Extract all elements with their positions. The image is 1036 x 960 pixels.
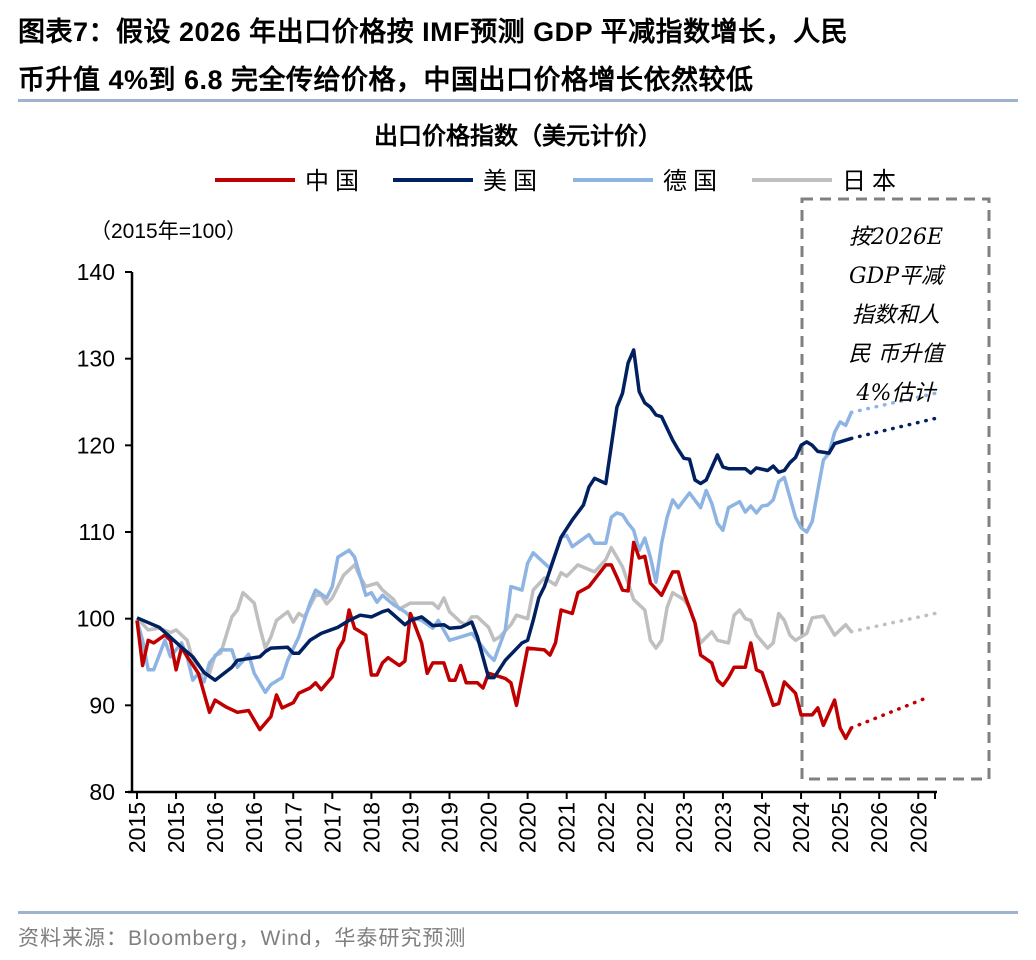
figure-title-line1: 图表7：假设 2026 年出口价格按 IMF预测 GDP 平减指数增长，人民 bbox=[18, 17, 849, 47]
y-tick-label: 140 bbox=[77, 259, 115, 285]
legend-label: 日本 bbox=[842, 167, 902, 195]
y-tick-label: 130 bbox=[77, 346, 115, 372]
x-tick-label: 2023 bbox=[710, 802, 736, 853]
series-lines bbox=[135, 348, 937, 741]
series-line-3 bbox=[135, 411, 853, 695]
x-tick-label: 2016 bbox=[241, 802, 267, 853]
y-tick-label: 100 bbox=[77, 606, 115, 632]
legend-item: 美国 bbox=[393, 167, 543, 195]
x-tick-label: 2023 bbox=[671, 802, 697, 853]
series-projection-2 bbox=[849, 416, 937, 441]
y-tick-label: 80 bbox=[89, 779, 115, 805]
x-tick-label: 2018 bbox=[358, 802, 384, 853]
x-tick-label: 2019 bbox=[397, 802, 423, 853]
annotation-line: 4%估计 bbox=[856, 381, 936, 406]
series-projection-1 bbox=[849, 694, 932, 730]
legend-label: 德国 bbox=[663, 167, 723, 195]
forecast-annotation: 按2026E GDP平减 指数和人 民 币升值 4%估计 bbox=[806, 218, 986, 413]
annotation-line: 指数和人 bbox=[851, 303, 940, 328]
x-tick-label: 2019 bbox=[437, 802, 463, 853]
legend-label: 中国 bbox=[305, 167, 365, 195]
x-tick-label: 2015 bbox=[124, 802, 150, 853]
x-tick-label: 2024 bbox=[749, 802, 775, 853]
legend-item: 德国 bbox=[573, 167, 723, 195]
series-projection-3 bbox=[849, 391, 937, 415]
x-tick-label: 2017 bbox=[280, 802, 306, 853]
x-tick-label: 2026 bbox=[905, 802, 931, 853]
x-tick-label: 2022 bbox=[632, 802, 658, 853]
unit-label: （2015年=100） bbox=[90, 220, 247, 243]
title-separator bbox=[18, 99, 1018, 102]
series-line-4 bbox=[135, 545, 853, 677]
figure-title: 图表7：假设 2026 年出口价格按 IMF预测 GDP 平减指数增长，人民 币… bbox=[18, 8, 1028, 104]
x-tick-label: 2017 bbox=[319, 802, 345, 853]
annotation-line: 按2026E bbox=[848, 225, 944, 250]
chart-title: 出口价格指数（美元计价） bbox=[374, 123, 662, 150]
forecast-box bbox=[800, 197, 991, 781]
x-tick-label: 2025 bbox=[827, 802, 853, 853]
annotation-line: GDP平减 bbox=[848, 264, 944, 289]
axes: 80 90 100 110 120 130 140 2015 2015 2016 2016 2017 2… bbox=[77, 259, 937, 853]
series-projection-4 bbox=[849, 611, 937, 634]
y-tick-label: 90 bbox=[89, 692, 115, 718]
legend-label: 美国 bbox=[483, 167, 543, 195]
y-tick-label: 120 bbox=[77, 432, 115, 458]
x-tick-label: 2020 bbox=[515, 802, 541, 853]
x-tick-label: 2024 bbox=[788, 802, 814, 853]
legend-item: 中国 bbox=[215, 167, 365, 195]
annotation-line: 民 币升值 bbox=[848, 342, 944, 367]
x-tick-label: 2015 bbox=[163, 802, 189, 853]
x-tick-label: 2026 bbox=[866, 802, 892, 853]
y-tick-label: 110 bbox=[78, 519, 115, 545]
legend: 中国 美国 德国 日本 bbox=[215, 167, 902, 195]
source-separator bbox=[18, 911, 1018, 914]
x-tick-label: 2021 bbox=[554, 802, 580, 853]
x-tick-label: 2016 bbox=[202, 802, 228, 853]
x-tick-label: 2020 bbox=[476, 802, 502, 853]
series-line-2 bbox=[136, 348, 852, 682]
figure-title-line2: 币升值 4%到 6.8 完全传给价格，中国出口价格增长依然较低 bbox=[18, 65, 754, 95]
legend-item: 日本 bbox=[752, 167, 902, 195]
x-tick-label: 2022 bbox=[593, 802, 619, 853]
source-note: 资料来源：Bloomberg，Wind，华泰研究预测 bbox=[18, 927, 467, 950]
